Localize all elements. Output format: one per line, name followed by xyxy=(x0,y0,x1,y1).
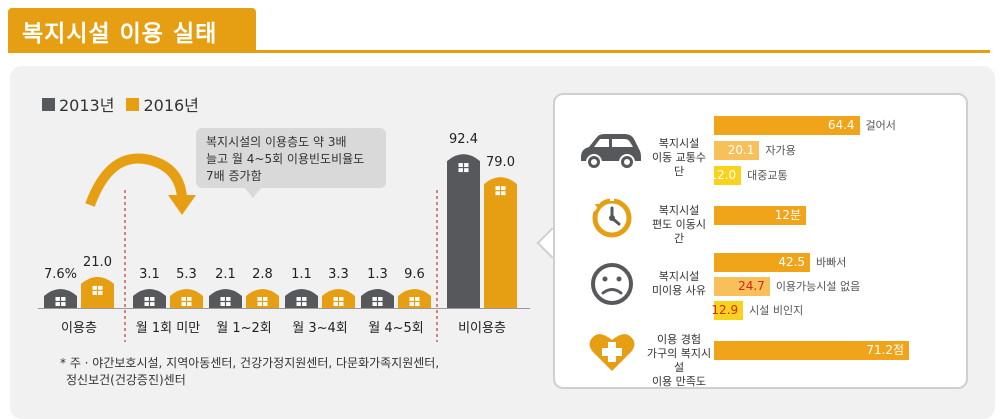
section-label-non-use-reason: 복지시설 미이용 사유 xyxy=(648,270,710,298)
data-label-2013: 1.3 xyxy=(367,267,388,282)
data-label-2016: 5.3 xyxy=(176,267,197,282)
bar-2016 xyxy=(322,289,355,308)
chart-legend: 2013년 2016년 xyxy=(42,92,211,116)
data-label-2013: 3.1 xyxy=(139,267,160,282)
category-label: 이용층 xyxy=(61,321,97,336)
legend-label-2013: 2013년 xyxy=(59,96,115,115)
growth-arrow xyxy=(85,153,187,207)
legend-item-2013: 2013년 xyxy=(42,92,114,116)
legend-swatch-2016 xyxy=(126,97,140,111)
transport-label-line-2: 이동 교통수단 xyxy=(651,151,707,178)
transport-label-line-1: 복지시설 xyxy=(658,137,700,150)
data-label-2013: 7.6% xyxy=(44,267,77,282)
hbar-value: 64.4 xyxy=(827,118,855,132)
legend-label-2016: 2016년 xyxy=(143,96,199,115)
bar-2013 xyxy=(361,289,394,308)
data-label-2016: 3.3 xyxy=(328,267,349,282)
data-label-2016: 21.0 xyxy=(83,255,112,270)
bar-2013 xyxy=(285,289,318,308)
satisfaction-label-line-2: 가구의 복지시설 xyxy=(646,347,712,374)
hbar: 71.2점 xyxy=(714,341,910,360)
hbar-value: 12분 xyxy=(774,208,801,222)
callout-line-3: 7배 증가함 xyxy=(206,169,262,183)
travel-time-label-line-1: 복지시설 xyxy=(658,204,700,217)
section-label-transport: 복지시설 이동 교통수단 xyxy=(648,137,710,179)
callout-line-2: 늘고 월 4~5회 이용빈도비율도 xyxy=(206,152,365,166)
hbar: 12.9 xyxy=(711,301,744,320)
legend-item-2016: 2016년 xyxy=(126,92,199,116)
category-label: 월 1~2회 xyxy=(216,321,272,336)
hbar-category: 걸어서 xyxy=(865,119,896,132)
hbar-value: 71.2점 xyxy=(866,343,905,357)
car-icon xyxy=(581,134,641,170)
hbar: 20.1 xyxy=(714,141,760,160)
data-label-2013: 2.1 xyxy=(215,267,236,282)
footnote-line-2: 정신보건(건강증진)센터 xyxy=(66,373,186,387)
bar-2013 xyxy=(44,289,77,308)
title-bar xyxy=(8,8,256,50)
bar-2013 xyxy=(133,289,166,308)
section-label-travel-time: 복지시설 편도 이동시간 xyxy=(648,204,710,246)
page-title: 복지시설 이용 실태 xyxy=(22,21,218,47)
bar-2016 xyxy=(170,289,203,308)
travel-time-label-line-2: 편도 이동시간 xyxy=(651,218,707,245)
reason-label-line-1: 복지시설 xyxy=(658,270,700,283)
bar-2016 xyxy=(484,177,517,308)
category-label: 월 4~5회 xyxy=(368,321,424,336)
hbar: 12.0 xyxy=(709,166,742,185)
reason-label-line-2: 미이용 사유 xyxy=(651,284,707,297)
bar-2016 xyxy=(246,289,279,308)
hbar-value: 12.0 xyxy=(709,168,737,182)
footnote-line-1: * 주 · 야간보호시설, 지역아동센터, 건강가정지원센터, 다문화가족지원센… xyxy=(60,356,440,370)
category-label: 월 1회 미만 xyxy=(136,321,200,336)
data-label-2016: 2.8 xyxy=(252,267,273,282)
hbar-category: 자가용 xyxy=(765,144,796,157)
legend-swatch-2013 xyxy=(42,97,55,111)
footnote: * 주 · 야간보호시설, 지역아동센터, 건강가정지원센터, 다문화가족지원센… xyxy=(60,355,439,389)
data-label-2016: 9.6 xyxy=(404,267,425,282)
satisfaction-label-line-1: 이용 경험 xyxy=(657,333,701,346)
callout-box: 복지시설의 이용층도 약 3배 늘고 월 4~5회 이용빈도비율도 7배 증가함 xyxy=(196,128,386,188)
bar-2016 xyxy=(81,276,114,308)
data-label-2013: 92.4 xyxy=(449,132,478,147)
category-label: 비이용층 xyxy=(458,321,506,336)
data-label-2016: 79.0 xyxy=(486,155,515,170)
section-label-satisfaction: 이용 경험 가구의 복지시설 이용 만족도 xyxy=(642,333,716,389)
data-label-2013: 1.1 xyxy=(291,267,312,282)
hbar-value: 12.9 xyxy=(711,303,739,317)
callout-tail xyxy=(244,187,262,198)
satisfaction-label-line-3: 이용 만족도 xyxy=(651,375,707,388)
callout-line-1: 복지시설의 이용층도 약 3배 xyxy=(206,135,347,149)
hbar-category: 대중교통 xyxy=(747,169,788,182)
hbar: 42.5 xyxy=(714,253,811,272)
growth-arrow-head xyxy=(168,195,196,215)
bar-2013 xyxy=(209,289,242,308)
clock-icon xyxy=(591,196,632,238)
bar-2016 xyxy=(398,289,431,308)
hbar-value: 24.7 xyxy=(738,279,765,293)
hbar-category: 바빠서 xyxy=(816,256,847,269)
bar-2013 xyxy=(447,154,480,308)
title-underline xyxy=(8,50,990,53)
sad-face-icon xyxy=(591,263,633,305)
hbar: 24.7 xyxy=(714,277,770,296)
hbar: 12분 xyxy=(714,206,806,225)
hbar-value: 42.5 xyxy=(778,255,806,269)
hbar-value: 20.1 xyxy=(727,143,755,157)
category-label: 월 3~4회 xyxy=(292,321,348,336)
hbar: 64.4 xyxy=(714,116,860,135)
hbar-category: 이용가능시설 없음 xyxy=(775,280,861,293)
heart-plus-icon xyxy=(589,334,635,371)
hbar-category: 시설 비인지 xyxy=(749,304,804,317)
